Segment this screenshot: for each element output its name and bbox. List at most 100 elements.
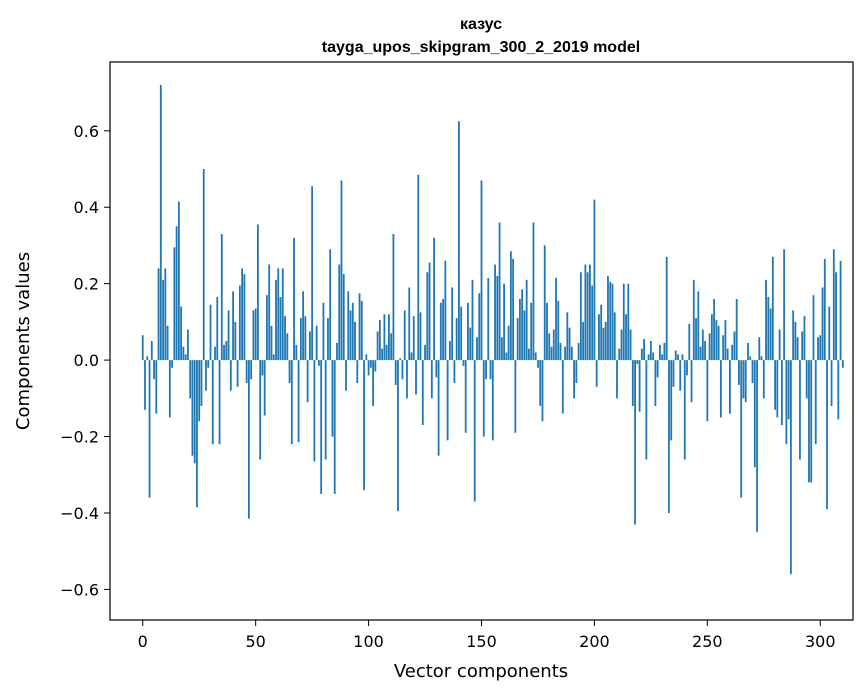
bar-292 xyxy=(801,331,804,361)
bar-123 xyxy=(419,312,422,361)
bar-135 xyxy=(446,360,449,441)
bar-301 xyxy=(821,287,824,361)
bar-33 xyxy=(216,297,219,361)
x-tick-label: 50 xyxy=(245,632,265,651)
bar-66 xyxy=(290,360,293,445)
chart-subtitle: tayga_upos_skipgram_300_2_2019 model xyxy=(322,39,640,56)
bar-253 xyxy=(713,298,716,361)
y-tick-label: −0.6 xyxy=(60,580,99,599)
bar-179 xyxy=(546,302,548,361)
bar-36 xyxy=(223,344,225,361)
bar-243 xyxy=(690,360,693,403)
bar-112 xyxy=(394,360,397,385)
bar-181 xyxy=(550,346,553,361)
bar-27 xyxy=(202,169,205,361)
bar-16 xyxy=(177,201,180,361)
bar-126 xyxy=(426,272,429,361)
bar-77 xyxy=(315,325,318,361)
bar-165 xyxy=(514,360,517,433)
bar-302 xyxy=(823,258,826,361)
bar-74 xyxy=(308,331,311,361)
bar-93 xyxy=(351,302,354,361)
bar-52 xyxy=(259,360,262,460)
bar-57 xyxy=(270,325,273,361)
bar-214 xyxy=(625,314,627,361)
bar-18 xyxy=(182,346,185,361)
bar-234 xyxy=(670,360,673,441)
bar-151 xyxy=(482,360,485,437)
bar-221 xyxy=(640,348,643,361)
bar-58 xyxy=(272,354,275,361)
bar-265 xyxy=(740,360,743,498)
bar-251 xyxy=(708,333,711,361)
bar-187 xyxy=(564,346,566,361)
bar-155 xyxy=(491,360,494,441)
bar-278 xyxy=(769,308,772,361)
bar-192 xyxy=(575,360,578,384)
bar-279 xyxy=(771,256,774,361)
bar-99 xyxy=(365,354,368,361)
bar-280 xyxy=(774,360,776,410)
bar-101 xyxy=(369,360,372,368)
bar-228 xyxy=(656,360,659,378)
bar-1 xyxy=(144,360,146,410)
bar-15 xyxy=(175,226,178,361)
bar-26 xyxy=(200,360,203,406)
bar-305 xyxy=(830,360,833,406)
bar-80 xyxy=(322,302,325,361)
bar-217 xyxy=(631,360,634,406)
bar-271 xyxy=(753,360,756,468)
bar-284 xyxy=(783,249,786,361)
bar-293 xyxy=(803,316,806,361)
bar-45 xyxy=(243,274,246,361)
bar-281 xyxy=(776,360,779,418)
y-axis: −0.6 −0.4 −0.2 0.0 0.2 0.4 0.6 xyxy=(60,122,110,599)
bar-87 xyxy=(338,264,341,361)
bar-49 xyxy=(252,310,255,361)
bar-260 xyxy=(729,360,731,414)
bar-23 xyxy=(193,360,196,464)
bar-117 xyxy=(406,360,408,399)
bar-242 xyxy=(688,323,691,361)
bar-244 xyxy=(692,279,695,361)
bar-137 xyxy=(451,287,454,361)
bar-304 xyxy=(828,306,831,361)
bar-294 xyxy=(805,360,808,399)
bar-241 xyxy=(686,360,688,376)
bar-124 xyxy=(421,360,424,426)
bar-44 xyxy=(241,268,244,361)
bar-37 xyxy=(225,341,228,361)
bar-139 xyxy=(455,318,458,361)
chart-title: казус xyxy=(460,16,502,33)
bar-222 xyxy=(643,339,646,361)
bar-54 xyxy=(263,360,266,416)
bar-3 xyxy=(148,360,151,498)
bar-55 xyxy=(266,295,268,361)
bar-31 xyxy=(211,360,214,445)
bar-70 xyxy=(299,318,302,361)
bar-50 xyxy=(254,308,257,361)
bar-246 xyxy=(697,291,700,361)
bar-307 xyxy=(835,272,837,361)
bar-168 xyxy=(521,289,524,361)
bar-115 xyxy=(401,360,404,380)
bar-69 xyxy=(297,360,300,443)
bar-122 xyxy=(417,174,420,361)
bar-238 xyxy=(679,360,682,391)
bar-247 xyxy=(699,346,702,361)
bar-229 xyxy=(659,344,661,361)
bar-261 xyxy=(731,344,734,361)
bar-270 xyxy=(751,360,754,384)
bar-105 xyxy=(378,319,381,361)
x-tick-label: 0 xyxy=(138,632,148,651)
bar-282 xyxy=(778,329,781,361)
bar-138 xyxy=(453,360,456,384)
bar-114 xyxy=(399,358,402,361)
bar-211 xyxy=(618,348,621,361)
y-axis-label: Components values xyxy=(13,252,34,430)
x-tick-label: 250 xyxy=(692,632,723,651)
y-tick-label: 0.2 xyxy=(74,275,99,294)
bar-32 xyxy=(214,346,216,361)
bar-208 xyxy=(611,283,614,361)
bar-249 xyxy=(704,341,706,361)
